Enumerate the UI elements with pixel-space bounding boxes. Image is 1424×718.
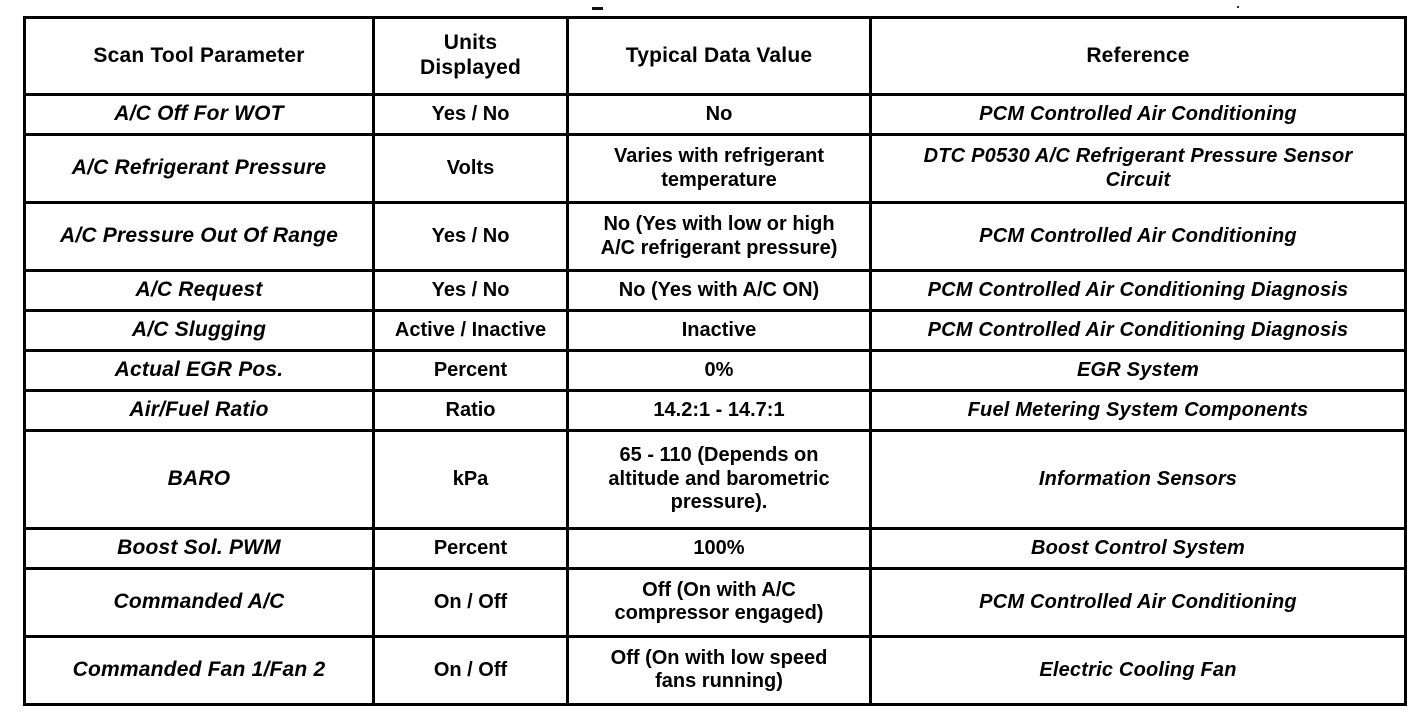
cell-units-displayed: On / Off [372, 634, 569, 707]
cell-reference: PCM Controlled Air Conditioning Diagnosi… [869, 269, 1407, 313]
table-row: BARO kPa 65 - 110 (Depends on altitude and… [23, 429, 1407, 530]
table-row: Boost Sol. PWM Percent 100% Boost Control S… [23, 526, 1407, 570]
cell-units-displayed: Yes / No [372, 269, 569, 313]
cell-typical-data-value: 14.2:1 - 14.7:1 [566, 389, 872, 433]
scan-artifact-speck [1237, 6, 1239, 8]
cell-units-displayed: kPa [372, 429, 569, 530]
cell-reference: Boost Control System [869, 526, 1407, 570]
table-row: A/C Pressure Out Of Range Yes / No No (Yes… [23, 201, 1407, 273]
cell-scan-tool-parameter: A/C Slugging [23, 309, 375, 353]
table-row: Commanded A/C On / Off Off (On with A/C co… [23, 566, 1407, 638]
cell-scan-tool-parameter: BARO [23, 429, 375, 530]
cell-typical-data-value: 100% [566, 526, 872, 570]
table-header: Scan Tool Parameter Units Displayed Typi… [23, 16, 1407, 96]
cell-scan-tool-parameter: Actual EGR Pos. [23, 349, 375, 393]
cell-scan-tool-parameter: Boost Sol. PWM [23, 526, 375, 570]
cell-reference: PCM Controlled Air Conditioning [869, 93, 1407, 136]
table-row: A/C Off For WOT Yes / No No PCM Controlled … [23, 93, 1407, 136]
cell-scan-tool-parameter: A/C Refrigerant Pressure [23, 132, 375, 205]
cell-scan-tool-parameter: Commanded A/C [23, 566, 375, 638]
cell-typical-data-value: Inactive [566, 309, 872, 353]
cell-units-displayed: On / Off [372, 566, 569, 638]
table-header-row: Scan Tool Parameter Units Displayed Typi… [23, 16, 1407, 96]
cell-typical-data-value: 0% [566, 349, 872, 393]
scan-artifact-dash [592, 7, 603, 10]
cell-scan-tool-parameter: A/C Pressure Out Of Range [23, 201, 375, 273]
cell-typical-data-value: Off (On with low speed fans running) [566, 634, 872, 707]
cell-typical-data-value: Off (On with A/C compressor engaged) [566, 566, 872, 638]
cell-units-displayed: Yes / No [372, 93, 569, 136]
cell-scan-tool-parameter: A/C Off For WOT [23, 93, 375, 136]
scan-tool-parameter-table-container: Scan Tool Parameter Units Displayed Typi… [23, 16, 1407, 707]
table-row: Commanded Fan 1/Fan 2 On / Off Off (On wit… [23, 634, 1407, 707]
cell-typical-data-value: No (Yes with A/C ON) [566, 269, 872, 313]
table-row: A/C Refrigerant Pressure Volts Varies with… [23, 132, 1407, 205]
cell-reference: PCM Controlled Air Conditioning [869, 201, 1407, 273]
cell-scan-tool-parameter: Air/Fuel Ratio [23, 389, 375, 433]
cell-units-displayed: Ratio [372, 389, 569, 433]
cell-units-displayed: Active / Inactive [372, 309, 569, 353]
cell-reference: Electric Cooling Fan [869, 634, 1407, 707]
column-header-typical-data-value: Typical Data Value [566, 16, 872, 96]
table-row: Actual EGR Pos. Percent 0% EGR System [23, 349, 1407, 393]
cell-typical-data-value: No (Yes with low or high A/C refrigerant… [566, 201, 872, 273]
cell-reference: DTC P0530 A/C Refrigerant Pressure Senso… [869, 132, 1407, 205]
cell-reference: PCM Controlled Air Conditioning Diagnosi… [869, 309, 1407, 353]
cell-units-displayed: Percent [372, 526, 569, 570]
column-header-reference: Reference [869, 16, 1407, 96]
cell-scan-tool-parameter: A/C Request [23, 269, 375, 313]
table-row: A/C Request Yes / No No (Yes with A/C ON) P… [23, 269, 1407, 313]
cell-reference: EGR System [869, 349, 1407, 393]
cell-reference: PCM Controlled Air Conditioning [869, 566, 1407, 638]
cell-reference: Information Sensors [869, 429, 1407, 530]
scan-tool-parameter-table: Scan Tool Parameter Units Displayed Typi… [23, 16, 1407, 707]
cell-reference: Fuel Metering System Components [869, 389, 1407, 433]
cell-typical-data-value: 65 - 110 (Depends on altitude and barome… [566, 429, 872, 530]
column-header-units-displayed: Units Displayed [372, 16, 569, 96]
cell-scan-tool-parameter: Commanded Fan 1/Fan 2 [23, 634, 375, 707]
cell-units-displayed: Volts [372, 132, 569, 205]
table-body: A/C Off For WOT Yes / No No PCM Controlled … [23, 93, 1407, 707]
column-header-scan-tool-parameter: Scan Tool Parameter [23, 16, 375, 96]
cell-typical-data-value: Varies with refrigerant temperature [566, 132, 872, 205]
cell-typical-data-value: No [566, 93, 872, 136]
table-row: A/C Slugging Active / Inactive Inactive PCM… [23, 309, 1407, 353]
cell-units-displayed: Yes / No [372, 201, 569, 273]
table-row: Air/Fuel Ratio Ratio 14.2:1 - 14.7:1 Fuel M… [23, 389, 1407, 433]
cell-units-displayed: Percent [372, 349, 569, 393]
